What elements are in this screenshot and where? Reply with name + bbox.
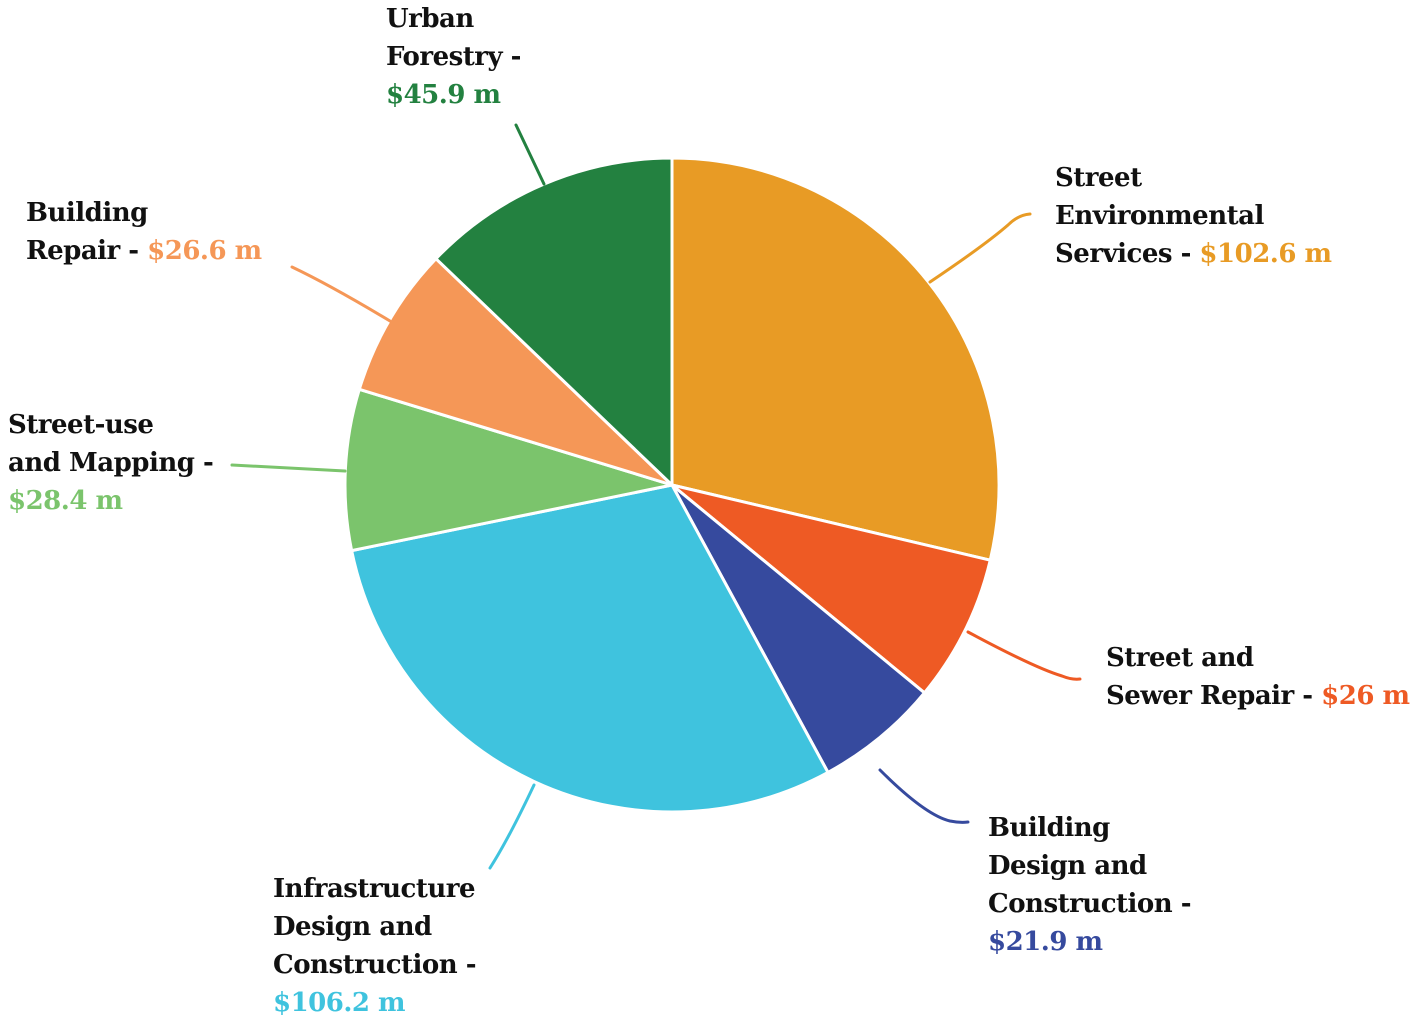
pie-slice-street-use-and-mapping [343, 387, 674, 553]
label-line: Street-use [8, 410, 154, 440]
pie-slice-street-environmental-services [670, 156, 1001, 562]
leader-line [966, 630, 1082, 681]
label-line: Environmental [1055, 201, 1264, 231]
label-line: Design and [988, 851, 1147, 881]
label-line: Building [26, 198, 148, 228]
leader-line [878, 768, 970, 824]
leader-line [488, 783, 536, 870]
label-street-and-sewer-repair: Street and Sewer Repair - $26 m [1106, 639, 1410, 715]
label-line: Services - [1055, 239, 1191, 269]
label-line: Sewer Repair - [1106, 681, 1313, 711]
leader-line [928, 212, 1032, 284]
value-label: $28.4 m [8, 486, 123, 516]
label-street-use-and-mapping: Street-use and Mapping - $28.4 m [8, 406, 214, 520]
label-urban-forestry: Urban Forestry - $45.9 m [386, 0, 521, 114]
label-line: Urban [386, 4, 474, 34]
value-label: $26.6 m [147, 236, 262, 266]
label-building-repair: Building Repair - $26.6 m [26, 194, 262, 270]
leader-line [290, 265, 392, 323]
label-line: Street and [1106, 643, 1254, 673]
label-line: Street [1055, 163, 1142, 193]
label-line: Design and [273, 912, 432, 942]
label-line: Construction - [273, 950, 477, 980]
leader-line [514, 123, 546, 186]
value-label: $26 m [1321, 681, 1410, 711]
pie-slice-building-design-and-construction [670, 483, 926, 774]
label-line: and Mapping - [8, 448, 214, 478]
label-infrastructure-design-and-construction: Infrastructure Design and Construction -… [273, 870, 477, 1021]
pie-slice-street-and-sewer-repair [670, 483, 992, 695]
pie-slice-infrastructure-design-and-construction [350, 483, 830, 814]
label-line: Forestry - [386, 42, 521, 72]
label-line: Infrastructure [273, 874, 476, 904]
value-label: $45.9 m [386, 80, 501, 110]
value-label: $106.2 m [273, 988, 406, 1018]
value-label: $102.6 m [1199, 239, 1332, 269]
label-building-design-and-construction: Building Design and Construction - $21.9… [988, 809, 1192, 961]
label-line: Building [988, 813, 1110, 843]
value-label: $21.9 m [988, 927, 1103, 957]
label-line: Repair - [26, 236, 139, 266]
label-line: Construction - [988, 889, 1192, 919]
label-street-environmental-services: Street Environmental Services - $102.6 m [1055, 159, 1332, 273]
leader-line [230, 463, 347, 473]
